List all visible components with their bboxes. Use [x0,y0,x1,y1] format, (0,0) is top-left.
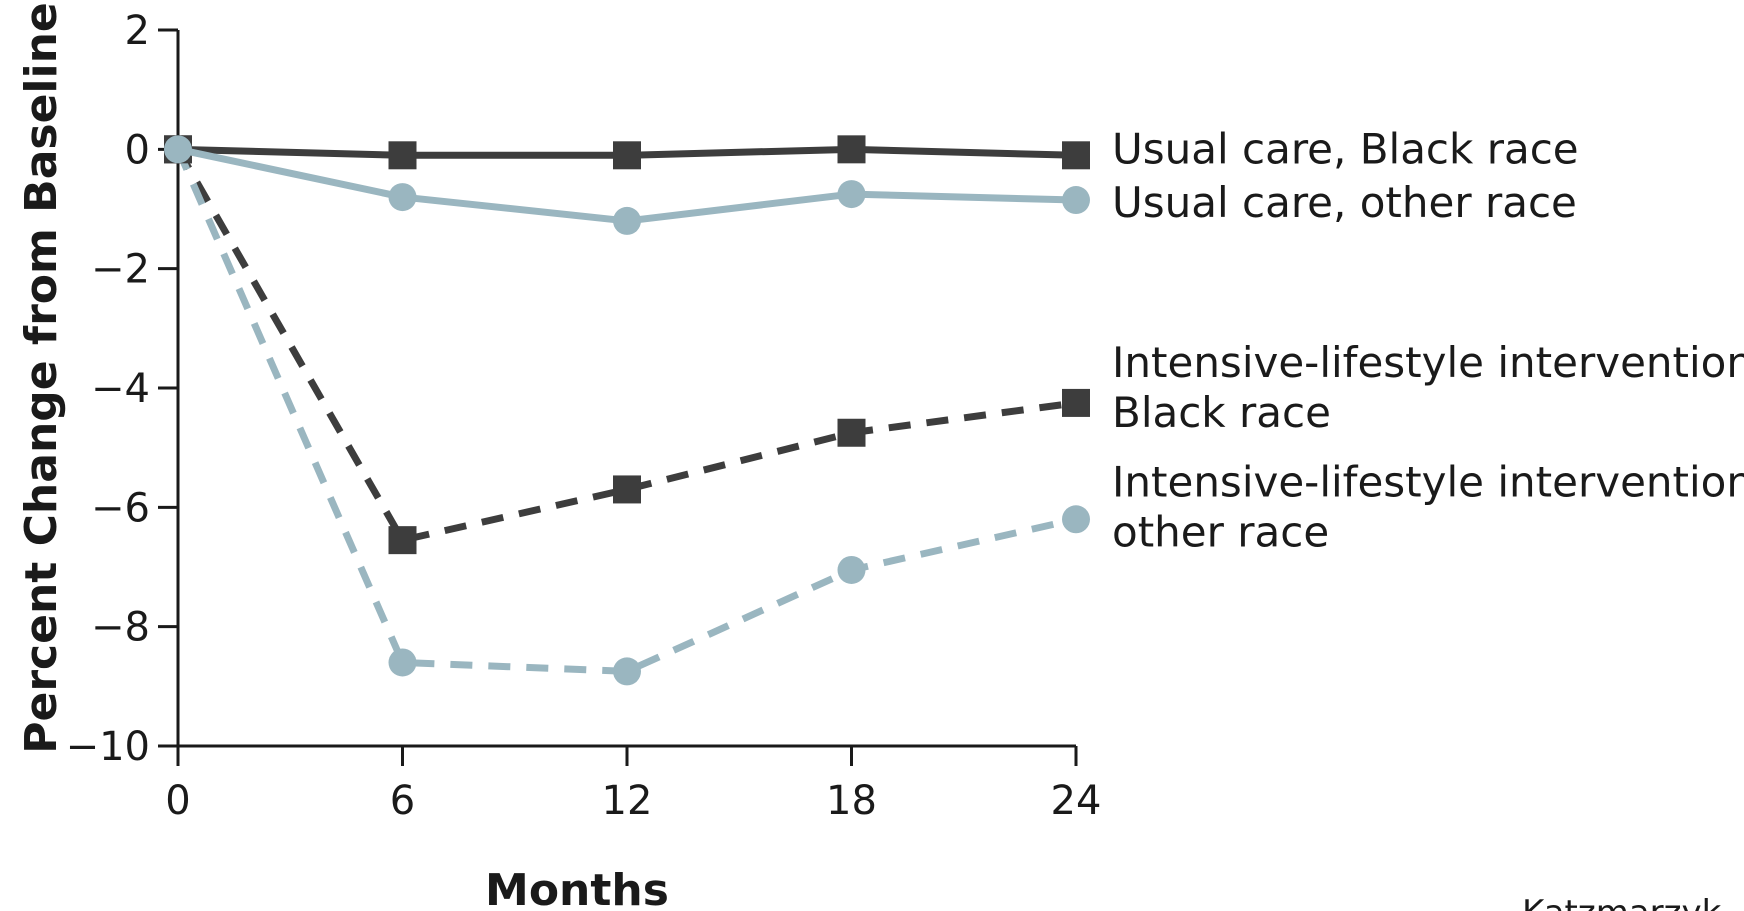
credit-text: Katzmarzyk [1522,893,1722,911]
data-point-circle [1062,186,1090,215]
data-point-square [1062,141,1090,170]
data-point-square [837,135,866,164]
legend-label: Black race [1112,388,1331,437]
y-axis-title: Percent Change from Baseline [16,2,67,754]
legend-label: other race [1112,507,1329,556]
y-tick-label: −6 [91,485,150,531]
y-tick-label: −2 [91,247,150,293]
data-point-circle [613,206,641,235]
legend-label: Intensive-lifestyle intervention, [1112,338,1744,387]
y-tick-label: −8 [91,605,150,651]
data-point-square [388,526,417,555]
data-point-circle [837,180,866,209]
y-tick-label: 0 [125,127,150,173]
y-tick-label: −10 [66,724,150,770]
axes: 2 0 −2 −4 −6 −8 −10 0 6 12 18 24 [66,8,1102,824]
x-tick-label: 0 [165,778,190,824]
data-point-square [1062,388,1090,417]
legend: Usual care, Black race Usual care, other … [1112,124,1744,556]
x-tick-label: 6 [390,778,415,824]
data-point-circle [837,555,866,584]
legend-label: Intensive-lifestyle intervention, [1112,457,1744,506]
y-tick-label: −4 [91,366,150,412]
data-point-square [837,418,866,447]
x-tick-label: 18 [826,778,877,824]
y-tick-label: 2 [125,8,150,54]
data-point-circle [1062,505,1090,534]
series-usual-care-other-race [164,135,1090,235]
data-point-circle [613,657,641,686]
legend-label: Usual care, Black race [1112,124,1579,173]
x-ticks: 0 6 12 18 24 [165,746,1101,824]
data-point-square [388,141,417,170]
data-point-square [613,475,641,504]
series-layer [164,135,1090,686]
x-tick-label: 12 [602,778,653,824]
x-axis-title: Months [485,865,669,911]
data-point-square [613,141,641,170]
data-point-circle [164,135,192,164]
x-tick-label: 24 [1051,778,1102,824]
legend-label: Usual care, other race [1112,178,1577,227]
data-point-circle [388,648,417,677]
data-point-circle [388,183,417,212]
series-usual-care-black-race [164,135,1090,170]
y-ticks: 2 0 −2 −4 −6 −8 −10 [66,8,178,770]
series-line [174,147,1077,675]
